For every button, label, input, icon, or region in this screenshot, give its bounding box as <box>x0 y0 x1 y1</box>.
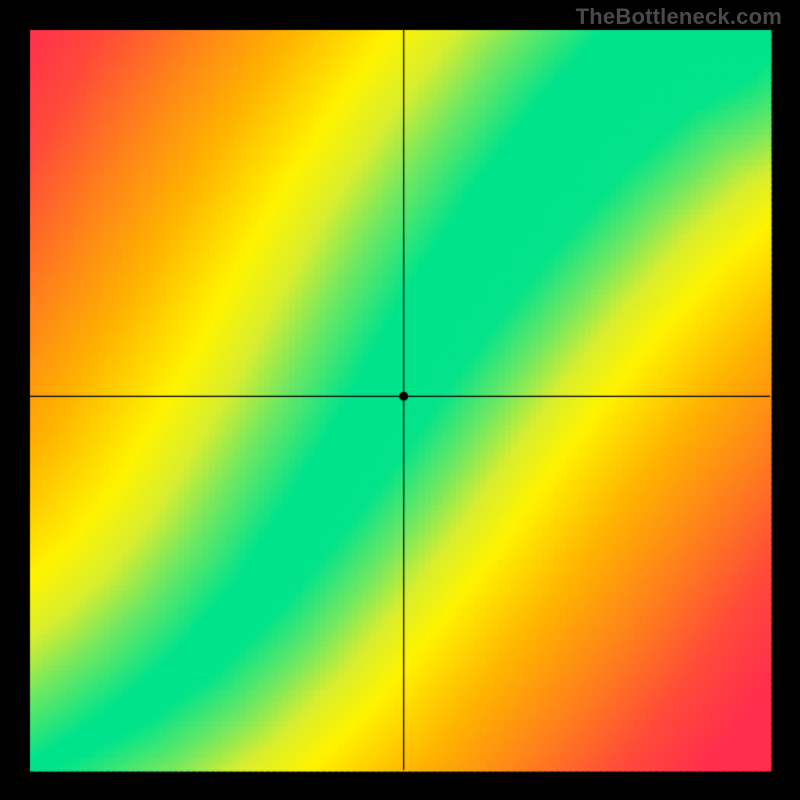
bottleneck-heatmap-canvas <box>0 0 800 800</box>
chart-container: TheBottleneck.com <box>0 0 800 800</box>
watermark-text: TheBottleneck.com <box>576 4 782 30</box>
